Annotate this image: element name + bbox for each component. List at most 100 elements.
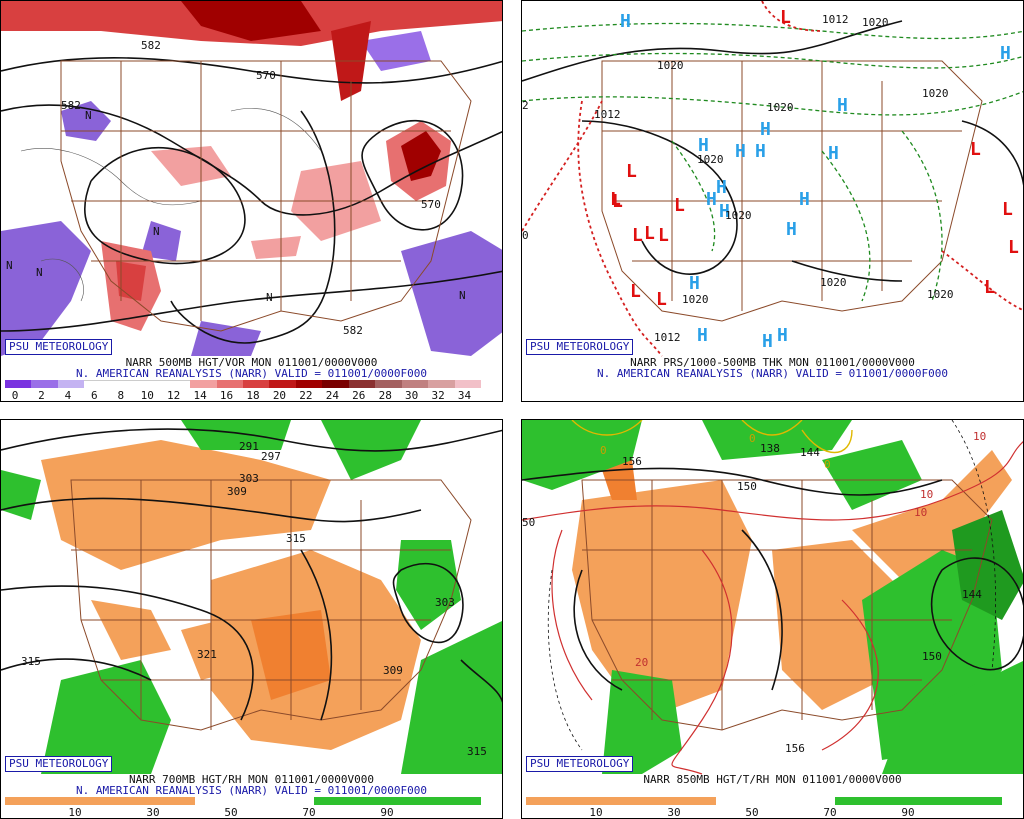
panel-title-line2: N. AMERICAN REANALYSIS (NARR) VALID = 01… (597, 367, 948, 380)
legend-swatch (31, 380, 59, 388)
legend-swatch (269, 380, 297, 388)
map-700mb: 291 297 303 309 315 303 315 321 309 315 (1, 420, 502, 774)
legend-swatch (454, 380, 482, 388)
legend-swatch (5, 797, 196, 805)
isobar-label: 1020 (725, 209, 752, 222)
legend-tick: 32 (431, 389, 445, 402)
low-pressure-symbol: L (1002, 199, 1013, 220)
legend-tick: 6 (91, 389, 98, 402)
low-pressure-symbol: L (626, 161, 637, 182)
high-pressure-symbol: H (620, 11, 631, 32)
psu-meteorology-badge: PSU METEOROLOGY (526, 756, 634, 772)
high-pressure-symbol: H (762, 331, 773, 352)
height-label: 309 (227, 485, 247, 498)
legend-swatch (163, 380, 191, 389)
high-pressure-symbol: H (828, 143, 839, 164)
rh-color-legend (5, 797, 481, 805)
legend-tick: 70 (823, 806, 837, 819)
contour-label: 582 (141, 39, 161, 52)
height-label: 291 (239, 440, 259, 453)
high-pressure-symbol: H (735, 141, 746, 162)
low-pressure-symbol: L (644, 223, 655, 244)
height-label: 303 (239, 472, 259, 485)
low-pressure-symbol: L (630, 281, 641, 302)
temp-label: 0 (824, 458, 831, 471)
isobar-label: 1020 (927, 288, 954, 301)
legend-tick: 18 (246, 389, 260, 402)
contour-label: 582 (61, 99, 81, 112)
isobar-label: 1020 (922, 87, 949, 100)
legend-tick: 50 (224, 806, 238, 819)
legend-tick: 50 (745, 806, 759, 819)
high-pressure-symbol: H (698, 135, 709, 156)
low-pressure-symbol: L (656, 289, 667, 310)
height-label: 144 (962, 588, 982, 601)
legend-tick: 0 (11, 389, 19, 402)
high-pressure-symbol: H (716, 177, 727, 198)
high-pressure-symbol: H (786, 219, 797, 240)
high-pressure-symbol: H (697, 325, 708, 346)
legend-tick: 30 (146, 806, 160, 819)
isobar-label: 1020 (862, 16, 889, 29)
height-label: 315 (21, 655, 41, 668)
legend-tick: 14 (193, 389, 207, 402)
legend-swatch (401, 380, 429, 388)
height-label: 309 (383, 664, 403, 677)
isobar-label: 1020 (697, 153, 724, 166)
height-label: 50 (522, 516, 535, 529)
legend-tick: 30 (667, 806, 681, 819)
low-pressure-symbol: L (970, 139, 981, 160)
panel-title-line1: NARR 700MB HGT/RH MON 011001/0000V000 (128, 773, 375, 786)
temp-label: 20 (635, 656, 648, 669)
legend-tick: 10 (68, 806, 82, 819)
vort-min-label: N (6, 259, 13, 272)
panel-title-line2: N. AMERICAN REANALYSIS (NARR) VALID = 01… (76, 784, 427, 797)
high-pressure-symbol: H (719, 201, 730, 222)
rh-legend-ticks: 10 30 50 70 90 (526, 807, 1002, 819)
low-pressure-symbol: L (658, 225, 669, 246)
isobar-label: 2 (522, 99, 529, 112)
high-pressure-symbol: H (777, 325, 788, 346)
vort-min-label: N (85, 109, 92, 122)
panel-title-line1: NARR 850MB HGT/T/RH MON 011001/0000V000 (643, 773, 902, 786)
legend-swatch (137, 380, 165, 389)
height-label: 321 (197, 648, 217, 661)
legend-tick: 22 (299, 389, 313, 402)
legend-swatch (243, 380, 270, 388)
temp-label: 0 (600, 444, 607, 457)
vort-min-label: N (153, 225, 160, 238)
legend-swatch (835, 797, 1002, 805)
legend-swatch (295, 380, 323, 388)
legend-tick: 24 (325, 389, 339, 402)
map-850mb: 156 138 144 150 144 150 156 0 0 0 10 10 … (522, 420, 1023, 775)
isobar-label: 1020 (820, 276, 847, 289)
panel-title-line2: N. AMERICAN REANALYSIS (NARR) VALID = 01… (76, 367, 427, 380)
height-label: 156 (785, 742, 805, 755)
legend-swatch (428, 380, 456, 388)
temp-label: 10 (920, 488, 933, 501)
isobar-label: 1012 (822, 13, 849, 26)
legend-swatch (110, 380, 138, 389)
legend-swatch (314, 797, 481, 805)
legend-swatch (216, 380, 244, 388)
psu-meteorology-badge: PSU METEOROLOGY (5, 339, 113, 355)
legend-swatch (322, 380, 350, 388)
legend-tick: 12 (167, 389, 181, 402)
vorticity-legend-ticks: 0 2 4 6 8 10 12 14 16 18 20 22 24 26 28 30 32 34 (5, 390, 481, 402)
legend-tick: 28 (378, 389, 392, 402)
high-pressure-symbol: H (837, 95, 848, 116)
height-label: 303 (435, 596, 455, 609)
legend-tick: 90 (380, 806, 394, 819)
height-label: 150 (922, 650, 942, 663)
vort-min-label: N (266, 291, 273, 304)
low-pressure-symbol: L (984, 277, 995, 298)
height-label: 156 (622, 455, 642, 468)
height-label: 144 (800, 446, 820, 459)
isobar-label: 1020 (657, 59, 684, 72)
legend-swatch (716, 797, 836, 805)
legend-tick: 10 (589, 806, 603, 819)
high-pressure-symbol: H (755, 141, 766, 162)
rh-color-legend (526, 797, 1002, 805)
low-pressure-symbol: L (780, 7, 791, 28)
